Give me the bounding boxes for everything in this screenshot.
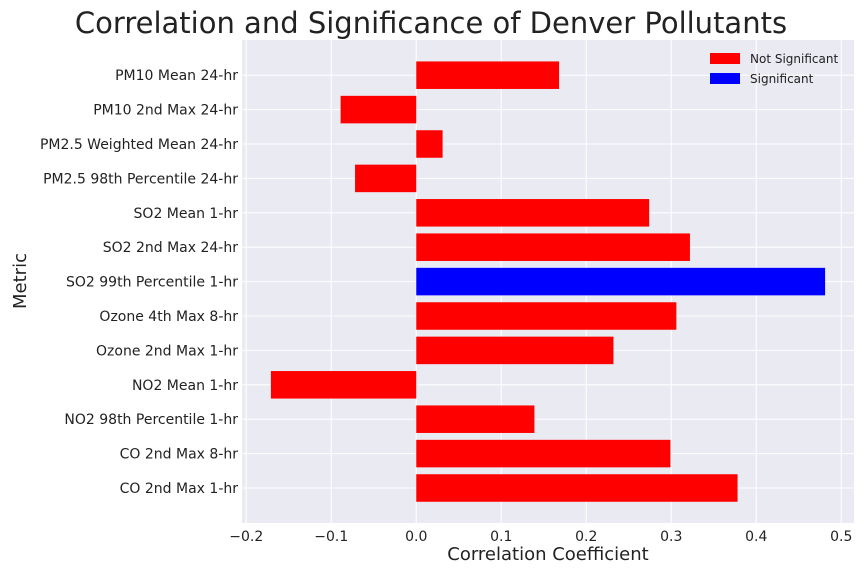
x-tick-label: 0.4 [745, 529, 767, 545]
legend-swatch-not-significant [710, 53, 740, 64]
y-tick-label: SO2 Mean 1-hr [134, 206, 239, 222]
x-tick-label: 0.3 [660, 529, 682, 545]
chart-title: Correlation and Significance of Denver P… [75, 6, 787, 40]
legend-label-significant: Significant [750, 72, 814, 86]
y-tick-label: Ozone 2nd Max 1-hr [96, 343, 238, 359]
x-tick-label: 0.5 [830, 529, 852, 545]
bar [416, 474, 738, 502]
bar [416, 130, 443, 158]
x-tick-labels: −0.2 −0.1 0.0 0.1 0.2 0.3 0.4 0.5 [229, 529, 852, 545]
x-tick-label: 0.0 [405, 529, 427, 545]
x-tick-label: −0.2 [229, 529, 263, 545]
x-tick-label: 0.2 [575, 529, 597, 545]
legend-label-not-significant: Not Significant [750, 52, 838, 66]
bar [416, 405, 535, 433]
x-tick-label: 0.1 [490, 529, 512, 545]
bars-group [270, 61, 826, 502]
y-axis-label: Metric [10, 253, 31, 309]
legend-swatch-significant [710, 73, 740, 84]
y-tick-label: CO 2nd Max 8-hr [120, 447, 239, 463]
bar [416, 336, 614, 365]
y-tick-label: Ozone 4th Max 8-hr [99, 309, 238, 325]
bar [416, 439, 671, 468]
bar [416, 199, 650, 227]
bar [270, 371, 417, 399]
y-tick-label: PM10 Mean 24-hr [115, 68, 238, 84]
y-tick-labels: CO 2nd Max 1-hr CO 2nd Max 8-hr NO2 98th P… [40, 68, 238, 497]
y-tick-label: NO2 Mean 1-hr [132, 378, 238, 394]
y-tick-label: PM2.5 98th Percentile 24-hr [43, 171, 238, 187]
x-axis-label: Correlation Coefficient [447, 544, 648, 565]
bar [416, 233, 690, 261]
legend: Not Significant Significant [710, 52, 838, 86]
y-tick-label: PM2.5 Weighted Mean 24-hr [40, 137, 238, 153]
y-tick-label: PM10 2nd Max 24-hr [93, 103, 238, 119]
bar [340, 95, 417, 124]
y-tick-label: NO2 98th Percentile 1-hr [64, 412, 238, 428]
y-tick-label: SO2 2nd Max 24-hr [103, 240, 239, 256]
bar [416, 61, 560, 89]
x-tick-label: −0.1 [314, 529, 348, 545]
bar [416, 267, 826, 296]
y-tick-label: SO2 99th Percentile 1-hr [66, 275, 238, 291]
bar [355, 164, 417, 193]
bar [416, 302, 677, 330]
y-tick-label: CO 2nd Max 1-hr [120, 481, 239, 497]
